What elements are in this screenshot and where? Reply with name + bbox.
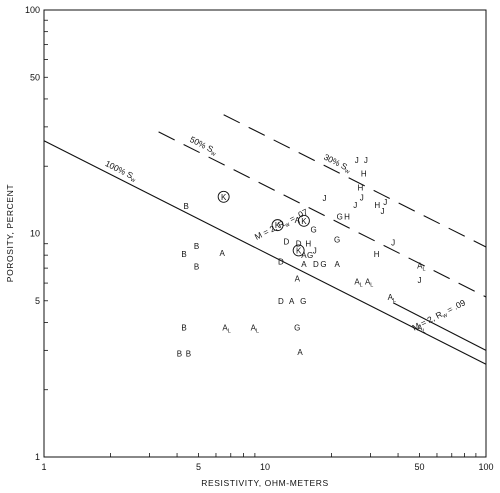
saturation-line-0 [43, 140, 487, 365]
data-point: G [307, 251, 313, 260]
data-point: H [357, 183, 363, 192]
data-point: H [374, 201, 380, 210]
data-point: G [294, 323, 300, 332]
data-point: AL [388, 293, 396, 304]
data-point: AL [251, 323, 259, 334]
data-point: H [344, 213, 350, 222]
circled-point-ring [217, 190, 230, 203]
data-point: J [360, 193, 364, 202]
data-point: J [353, 201, 357, 210]
data-point: J [417, 276, 421, 285]
data-point: A [297, 348, 303, 357]
x-axis-title: RESISTIVITY, OHM-METERS [201, 478, 328, 488]
x-tick-label: 10 [260, 462, 270, 472]
data-point: A [334, 260, 340, 269]
line-label: 100% Sw [103, 158, 139, 184]
data-point: A [295, 274, 301, 283]
data-point: J [323, 194, 327, 203]
data-point: AL [417, 323, 425, 334]
circled-point-ring [271, 219, 284, 232]
data-point: H [305, 240, 311, 249]
data-point: K [275, 221, 281, 230]
y-axis-title: POROSITY, PERCENT [5, 184, 15, 282]
data-point: B [181, 323, 186, 332]
data-point: B [184, 202, 189, 211]
data-point: B [186, 350, 191, 359]
data-point: H [374, 250, 380, 259]
data-point: G [337, 213, 343, 222]
y-tick-label: 100 [25, 5, 40, 15]
data-point: B [181, 250, 186, 259]
data-point: G [334, 236, 340, 245]
data-point: A [219, 249, 225, 258]
data-point: G [320, 260, 326, 269]
circled-point-ring [292, 244, 305, 257]
data-point: D [278, 257, 284, 266]
data-point: AL [222, 323, 230, 334]
data-point: AL [365, 277, 373, 288]
data-point: D [313, 260, 319, 269]
circled-point-ring [297, 214, 310, 227]
data-point: J [380, 207, 384, 216]
saturation-line-3 [392, 302, 487, 351]
x-tick-label: 50 [414, 462, 424, 472]
saturation-line-1 [158, 131, 487, 298]
data-point: J [313, 246, 317, 255]
data-point: G [300, 297, 306, 306]
data-point: AL [417, 261, 425, 272]
x-tick-label: 1 [41, 462, 46, 472]
data-point: J [383, 198, 387, 207]
x-tick-label: 5 [196, 462, 201, 472]
data-point: D [278, 297, 284, 306]
data-point: D [284, 238, 290, 247]
data-point: J [391, 239, 395, 248]
y-tick-label: 50 [30, 72, 40, 82]
saturation-line-2 [223, 114, 487, 248]
plot-area-border [43, 9, 487, 458]
y-tick-label: 5 [35, 296, 40, 306]
data-point: H [361, 169, 367, 178]
data-point: B [177, 350, 182, 359]
data-point: B [194, 263, 199, 272]
data-point: A [295, 216, 301, 225]
data-point: D [296, 240, 302, 249]
data-point: A [301, 260, 307, 269]
y-tick-label: 10 [30, 229, 40, 239]
saturation-lines [43, 114, 487, 365]
plot-frame [43, 9, 487, 458]
data-point: AL [354, 277, 362, 288]
data-point: J [355, 156, 359, 165]
data-point: B [194, 242, 199, 251]
data-point: K [296, 246, 302, 255]
y-tick-label: 1 [35, 452, 40, 462]
data-point: K [301, 217, 307, 226]
data-point: G [311, 226, 317, 235]
data-point: J [364, 156, 368, 165]
data-point: A [289, 297, 295, 306]
x-tick-label: 100 [478, 462, 493, 472]
data-point: K [221, 193, 227, 202]
line-label: 50% Sw [187, 134, 219, 158]
data-point: A [301, 251, 307, 260]
axis-ticks: 1 5 10 50 100 1 5 10 50 100 [25, 5, 494, 472]
